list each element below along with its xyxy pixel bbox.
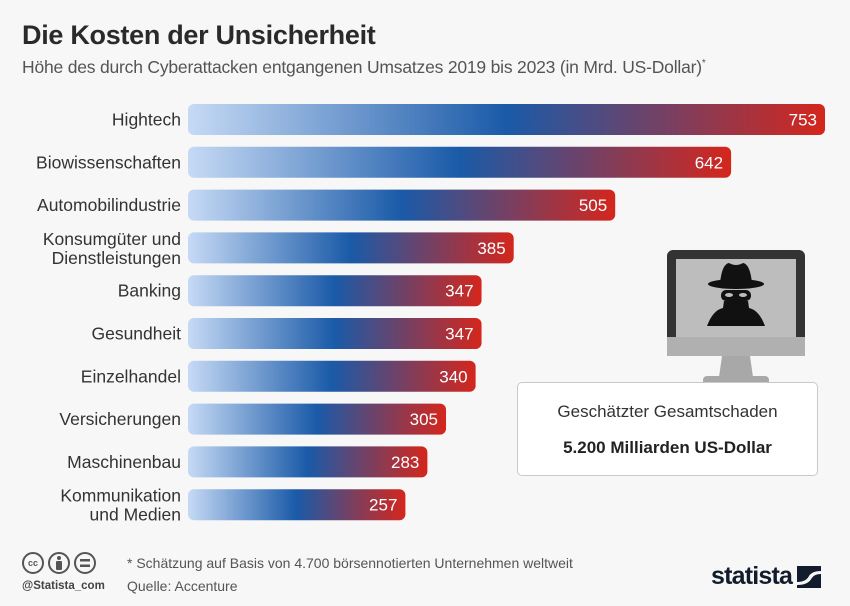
monitor-stand	[719, 356, 753, 377]
bar	[188, 275, 482, 307]
monitor-chin	[667, 337, 805, 356]
statista-logo[interactable]: statista	[711, 562, 822, 591]
category-label: Maschinenbau	[67, 452, 181, 472]
bar	[188, 360, 476, 392]
value-label: 305	[410, 410, 438, 429]
category-label: Kommunikation und Medien	[60, 486, 181, 525]
value-label: 283	[391, 453, 419, 472]
bar	[188, 146, 732, 178]
value-label: 340	[439, 367, 467, 386]
bar	[188, 446, 428, 478]
value-label: 347	[445, 282, 473, 301]
license-icons: cc	[22, 552, 96, 574]
statista-handle[interactable]: @Statista_com	[22, 580, 105, 592]
bar	[188, 318, 482, 349]
category-label: Hightech	[112, 110, 181, 130]
category-label: Banking	[118, 281, 181, 301]
chart-title: Die Kosten der Unsicherheit	[22, 20, 376, 50]
hacker-on-monitor-icon	[667, 250, 805, 386]
value-label: 753	[789, 111, 817, 130]
category-label: Automobilindustrie	[37, 195, 181, 215]
footnote: * Schätzung auf Basis von 4.700 börsenno…	[127, 555, 573, 571]
cc-icon-label: cc	[27, 558, 38, 568]
category-label: Versicherungen	[59, 409, 181, 429]
category-label: Gesundheit	[91, 324, 181, 344]
category-label: Konsumgüter und Dienstleistungen	[43, 229, 181, 268]
chart-subtitle: Höhe des durch Cyberattacken entgangenen…	[22, 57, 706, 78]
bar	[188, 232, 514, 264]
statista-logo-text: statista	[711, 562, 793, 590]
total-damage-box: Geschätzter Gesamtschaden 5.200 Milliard…	[517, 382, 818, 476]
value-label: 257	[369, 496, 397, 515]
subtitle-text: Höhe des durch Cyberattacken entgangenen…	[22, 57, 702, 77]
value-label: 385	[477, 239, 505, 258]
value-label: 642	[695, 153, 723, 172]
category-label: Biowissenschaften	[36, 152, 181, 172]
bar	[188, 104, 825, 135]
total-damage-label: Geschätzter Gesamtschaden	[557, 402, 778, 421]
bar	[188, 403, 447, 435]
total-damage-value: 5.200 Milliarden US-Dollar	[563, 438, 772, 457]
value-label: 505	[579, 196, 607, 215]
by-icon[interactable]	[48, 552, 70, 574]
cc-icon[interactable]: cc	[22, 552, 44, 574]
source-note: Quelle: Accenture	[127, 578, 238, 594]
statista-logo-icon	[797, 565, 822, 588]
value-label: 347	[445, 325, 473, 344]
bar	[188, 189, 616, 221]
bar	[188, 489, 406, 521]
hacker-figure	[707, 263, 765, 326]
category-label: Einzelhandel	[81, 366, 181, 386]
subtitle-footnote-mark: *	[701, 58, 706, 70]
nd-icon[interactable]	[74, 552, 96, 574]
